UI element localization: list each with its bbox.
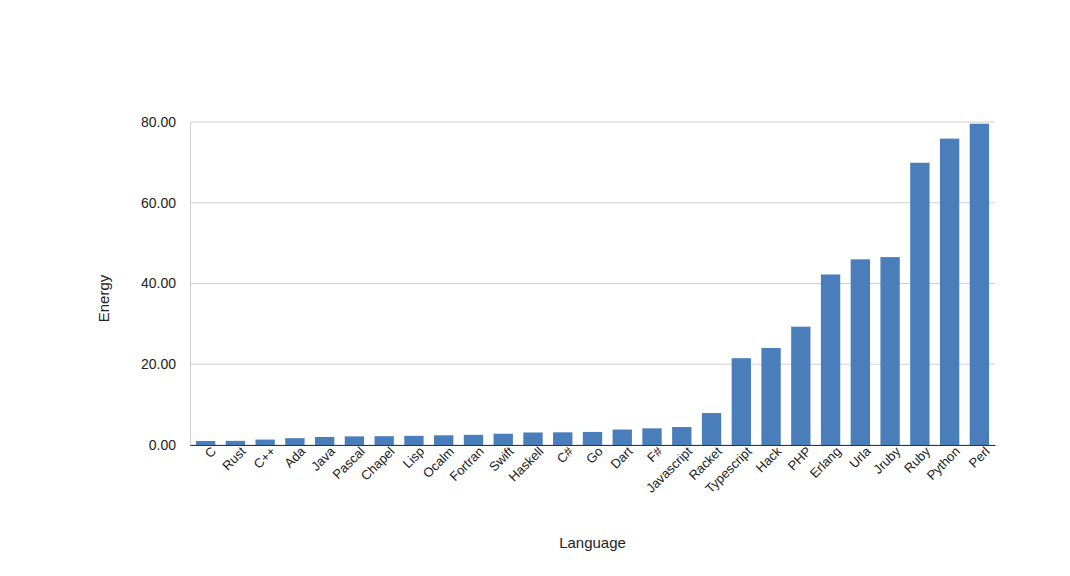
bar <box>375 436 394 445</box>
tick: Go <box>583 444 606 467</box>
bar <box>970 124 989 445</box>
tick-label: Haskell <box>506 444 547 485</box>
tick-label: Dart <box>608 443 636 471</box>
tick-label: Rust <box>219 443 249 473</box>
bar <box>553 432 572 445</box>
tick: Typescript <box>702 443 755 496</box>
bar <box>434 435 453 445</box>
tick-label: C# <box>554 443 577 466</box>
grid-line <box>190 283 995 284</box>
bar <box>851 259 870 445</box>
axis-line <box>190 123 191 446</box>
tick: Jruby <box>870 443 903 476</box>
tick-label: Perl <box>966 444 993 471</box>
tick: Hack <box>753 443 785 475</box>
x-axis: CRustC++AdaJavaPascalChapelLispOcalmFort… <box>191 443 996 496</box>
bar <box>315 437 334 445</box>
tick-label: C <box>202 444 219 461</box>
bar <box>672 427 691 445</box>
tick: 20.00 <box>141 356 190 372</box>
chart: 0.00 20.00 40.00 60.00 80.00 CRustC++AdaJavaP… <box>0 0 1070 576</box>
y-axis-title: Energy <box>95 274 112 322</box>
tick: Rust <box>219 443 249 473</box>
tick-label: Ada <box>281 443 309 471</box>
tick: Chapel <box>358 444 398 484</box>
tick-label: C++ <box>250 444 278 472</box>
tick-label: Jruby <box>870 443 903 476</box>
x-axis-title: Language <box>559 534 626 551</box>
grid-line <box>190 364 995 365</box>
bar <box>702 413 721 445</box>
tick: C <box>202 444 219 461</box>
tick-label: Hack <box>753 443 785 475</box>
tick-label: 80.00 <box>141 114 176 130</box>
tick: C++ <box>250 444 278 472</box>
tick: Erlang <box>807 444 844 481</box>
tick: Haskell <box>506 444 547 485</box>
tick-label: 20.00 <box>141 356 176 372</box>
tick-label: Erlang <box>807 444 844 481</box>
tick: C# <box>554 443 577 466</box>
tick-label: 0.00 <box>149 437 176 453</box>
tick-label: Chapel <box>358 444 398 484</box>
tick-label: Typescript <box>702 443 755 496</box>
tick-label: Go <box>583 444 606 467</box>
tick: F# <box>644 443 666 465</box>
grid-line <box>190 202 995 203</box>
bar <box>821 274 840 445</box>
bar <box>583 432 602 445</box>
bar <box>761 348 780 445</box>
tick-label: 40.00 <box>141 275 176 291</box>
tick: 80.00 <box>141 114 190 130</box>
bar <box>345 436 364 445</box>
tick: Python <box>924 444 963 483</box>
bar <box>642 428 661 445</box>
grid <box>190 122 995 445</box>
bar <box>791 327 810 445</box>
bars <box>196 124 989 445</box>
bar <box>226 441 245 445</box>
bar <box>910 163 929 445</box>
bar <box>940 139 959 445</box>
bar <box>523 432 542 445</box>
tick-label: 60.00 <box>141 195 176 211</box>
y-axis: 0.00 20.00 40.00 60.00 80.00 <box>141 114 191 453</box>
tick-label: Fortran <box>447 444 487 484</box>
tick: Fortran <box>447 444 487 484</box>
bar <box>255 440 274 445</box>
bar <box>732 358 751 445</box>
bar <box>196 441 215 445</box>
tick-label: F# <box>644 443 666 465</box>
tick-label: Python <box>924 444 963 483</box>
tick: 40.00 <box>141 275 190 291</box>
tick: Perl <box>966 444 993 471</box>
tick: 0.00 <box>149 437 190 453</box>
grid-line <box>190 122 995 123</box>
bar <box>494 434 513 445</box>
tick: Dart <box>608 443 636 471</box>
bar <box>880 257 899 445</box>
tick: 60.00 <box>141 195 190 211</box>
bar <box>613 430 632 445</box>
bar <box>464 435 483 445</box>
tick: Ada <box>281 443 309 471</box>
bar <box>285 438 304 445</box>
bar <box>404 436 423 445</box>
